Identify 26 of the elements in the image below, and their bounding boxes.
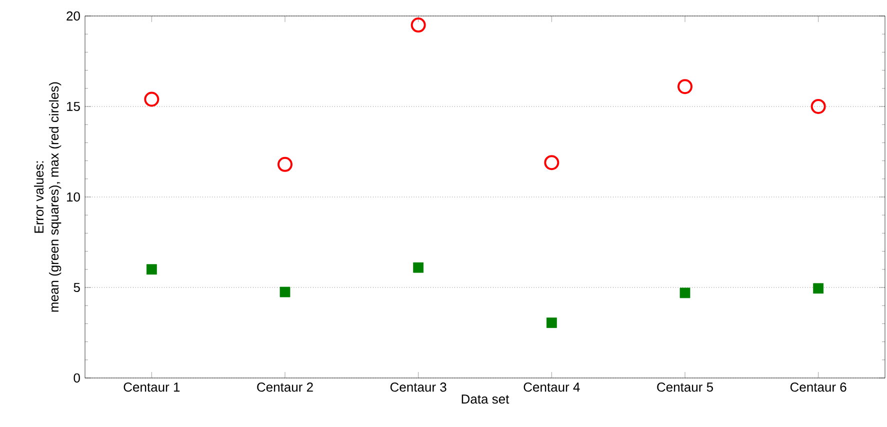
point bbox=[677, 79, 692, 94]
x-tick-label: Centaur 6 bbox=[790, 382, 846, 392]
y-tick-label: 15 bbox=[67, 102, 80, 112]
x-tick-label: Centaur 5 bbox=[657, 382, 713, 392]
point bbox=[413, 262, 424, 273]
text: Error values: bbox=[34, 161, 44, 233]
point bbox=[680, 288, 690, 298]
point bbox=[813, 283, 824, 294]
point bbox=[280, 286, 290, 298]
point bbox=[144, 92, 160, 107]
x-axis-title: Data set bbox=[462, 394, 510, 404]
point bbox=[146, 264, 157, 275]
y-tick-label: 5 bbox=[74, 282, 80, 292]
x-tick-label: Centaur 2 bbox=[257, 382, 313, 392]
x-tick-label: Centaur 1 bbox=[124, 382, 180, 392]
x-tick-label: Centaur 4 bbox=[524, 382, 580, 392]
text: mean (green squares), max (red circles) bbox=[49, 82, 62, 312]
point bbox=[546, 318, 557, 328]
point bbox=[278, 156, 293, 172]
y-tick-label: 0 bbox=[74, 373, 80, 383]
y-tick-label: 20 bbox=[66, 11, 80, 21]
y-tick-label: 10 bbox=[67, 192, 80, 202]
point bbox=[410, 18, 426, 33]
point bbox=[810, 98, 826, 114]
x-tick-label: Centaur 3 bbox=[390, 382, 446, 392]
point bbox=[544, 155, 560, 170]
